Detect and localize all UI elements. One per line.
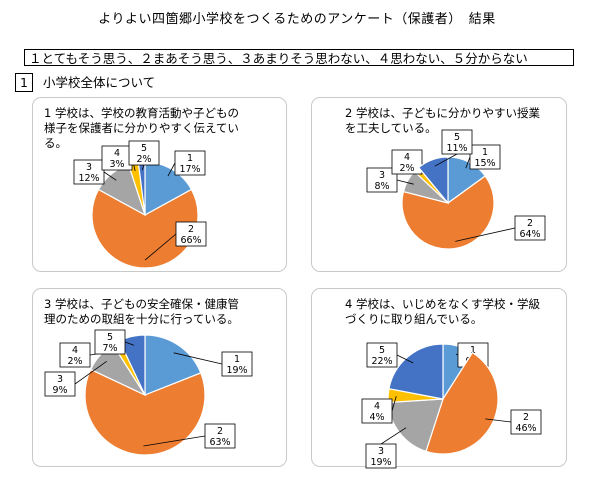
pie-2-category-label-4: 4	[404, 152, 410, 163]
pie-1-label-box-2	[175, 221, 207, 247]
question-text-4: 4 学校は、いじめをなくす学校・学級 づくりに取り組んでいる。	[345, 297, 540, 326]
pie-4-label-box-2	[510, 409, 542, 435]
pie-2-slice-2	[401, 175, 495, 250]
pie-4-category-label-3: 3	[378, 446, 384, 457]
pie-4-value-label-4: 4%	[369, 412, 384, 423]
pie-2-category-label-1: 1	[482, 147, 488, 158]
pie-2-label-box-5	[441, 129, 473, 155]
section-number: 1	[15, 73, 33, 92]
pie-3-leader-3	[74, 360, 107, 385]
pie-1-value-label-2: 66%	[180, 235, 201, 246]
pie-1-leader-2	[144, 233, 177, 261]
pie-1-leader-1	[167, 162, 176, 177]
pie-3-value-label-3: 9%	[52, 385, 67, 396]
pie-1-category-label-2: 2	[188, 224, 194, 235]
pie-4-leader-2	[485, 418, 512, 423]
pie-3-label-box-3	[44, 371, 76, 397]
pie-1-label-box-4	[101, 145, 133, 171]
pie-2-category-label-2: 2	[527, 218, 533, 229]
pie-4-value-label-5: 22%	[371, 356, 392, 367]
pie-1-leader-3	[103, 171, 117, 181]
pie-3-category-label-4: 4	[72, 345, 78, 356]
pie-2-category-label-3: 3	[379, 170, 385, 181]
pie-1-label-box-3	[73, 159, 105, 185]
pie-3-value-label-2: 63%	[209, 437, 230, 448]
pie-1-category-label-5: 5	[141, 143, 147, 154]
pie-3-value-label-4: 2%	[67, 356, 82, 367]
pie-2-value-label-4: 2%	[399, 163, 414, 174]
pie-2-label-box-2	[514, 215, 546, 241]
section-label: 小学校全体について	[42, 75, 156, 90]
pie-3-value-label-1: 19%	[226, 365, 247, 376]
pie-4-slice-2	[425, 351, 499, 455]
pie-4-value-label-3: 19%	[370, 457, 391, 468]
pie-2-value-label-5: 11%	[446, 143, 467, 154]
page-title: よりよい四箇郷小学校をつくるためのアンケート（保護者） 結果	[98, 12, 496, 27]
pie-4-leader-4	[391, 395, 397, 412]
pie-3-slice-1	[144, 334, 202, 396]
pie-2-value-label-1: 15%	[474, 158, 495, 169]
pie-3-label-box-4	[59, 342, 91, 368]
pie-3-leader-1	[173, 352, 223, 365]
pie-1-slice-2	[91, 188, 199, 269]
pie-2-slice-5	[417, 156, 449, 205]
pie-3-category-label-5: 5	[107, 332, 113, 343]
pie-3-value-label-5: 7%	[102, 343, 117, 354]
pie-4-label-box-5	[366, 342, 398, 368]
pie-3-category-label-1: 1	[234, 354, 240, 365]
pie-1-label-box-1	[174, 150, 206, 176]
pie-4-label-box-3	[365, 443, 397, 469]
pie-1-category-label-1: 1	[187, 153, 193, 164]
pie-4-category-label-4: 4	[374, 401, 380, 412]
pie-2-leader-2	[455, 227, 516, 242]
pie-2-leader-5	[434, 153, 458, 167]
pie-4-category-label-5: 5	[379, 345, 385, 356]
pie-2-label-box-1	[469, 144, 501, 170]
pie-2-leader-3	[396, 179, 414, 185]
pie-1-value-label-4: 3%	[109, 159, 124, 170]
pie-2-value-label-2: 64%	[519, 229, 540, 240]
question-text-1: 1 学校は、学校の教育活動や子どもの 様子を保護者に分かりやすく伝えてい る。	[44, 106, 239, 150]
question-text-3: 3 学校は、子どもの安全確保・健康管 理のための取組を十分に行っている。	[44, 297, 239, 326]
pie-1-label-box-5	[128, 140, 160, 166]
pie-4-value-label-2: 46%	[515, 423, 536, 434]
section-heading: 1 小学校全体について	[15, 73, 156, 92]
pie-3-label-box-5	[94, 329, 126, 355]
pie-3-category-label-2: 2	[217, 426, 223, 437]
pie-1-leader-5	[141, 164, 145, 171]
pie-4-category-label-1: 1	[470, 345, 476, 356]
pie-1-category-label-4: 4	[114, 148, 120, 159]
pie-2-category-label-5: 5	[454, 132, 460, 143]
pie-4-leader-3	[380, 427, 407, 445]
pie-3-slice-2	[84, 368, 206, 456]
pie-4-leader-5	[396, 354, 414, 364]
pie-3-category-label-3: 3	[57, 374, 63, 385]
pie-2-value-label-3: 8%	[374, 181, 389, 192]
pie-1-value-label-1: 17%	[179, 164, 200, 175]
pie-3-label-box-2	[204, 423, 236, 449]
pie-1-value-label-5: 2%	[136, 154, 151, 165]
scale-legend: １とてもそう思う、２まあそう思う、３あまりそう思わない、４思わない、５分からない	[24, 49, 574, 66]
pie-3-leader-5	[124, 341, 135, 346]
pie-3-label-box-1	[221, 351, 253, 377]
pie-2-leader-1	[465, 156, 471, 169]
pie-2-label-box-4	[391, 149, 423, 175]
pie-3-leader-2	[143, 435, 206, 447]
pie-4-category-label-2: 2	[523, 412, 529, 423]
pie-4-label-box-4	[361, 398, 393, 424]
question-text-2: 2 学校は、子どもに分かりやすい授業 を工夫している。	[345, 106, 540, 135]
pie-1-value-label-3: 12%	[78, 173, 99, 184]
pie-1-category-label-3: 3	[86, 162, 92, 173]
pie-4-slice-5	[388, 343, 444, 400]
